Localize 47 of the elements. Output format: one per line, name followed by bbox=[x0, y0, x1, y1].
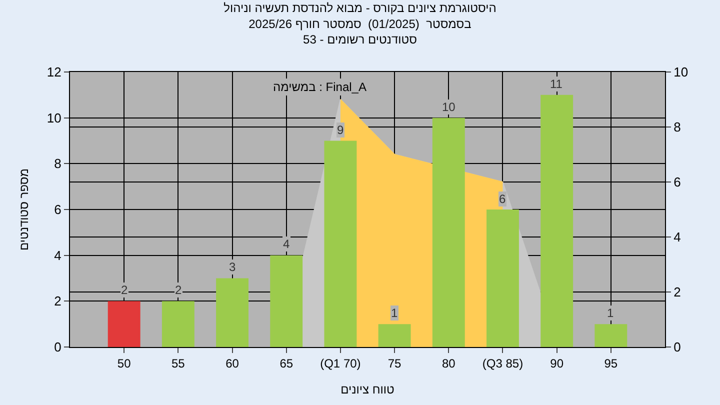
x-tick-label: 80 bbox=[442, 356, 456, 370]
data-label: 2 bbox=[175, 283, 182, 297]
data-label: 1 bbox=[391, 306, 398, 320]
bar bbox=[486, 210, 519, 347]
y-tick-label: 6 bbox=[54, 202, 62, 218]
x-tick-label: (Q3 85) bbox=[482, 356, 524, 370]
y-tick-label: 0 bbox=[54, 340, 62, 355]
data-label: 11 bbox=[550, 77, 563, 91]
x-axis-title: טווח ציונים bbox=[340, 382, 395, 396]
bar bbox=[324, 140, 357, 347]
data-label: 9 bbox=[337, 123, 344, 137]
x-tick-label: 95 bbox=[604, 356, 618, 370]
y-tick-label: 10 bbox=[46, 110, 62, 126]
bar bbox=[594, 324, 628, 347]
bar bbox=[432, 118, 465, 347]
x-tick-label: 65 bbox=[280, 356, 294, 370]
annotation: במשימה : Final_A bbox=[273, 80, 366, 94]
data-label: 2 bbox=[121, 283, 128, 297]
y2-tick-label: 2 bbox=[674, 284, 681, 300]
y2-tick-label: 4 bbox=[674, 230, 681, 245]
x-tick-label: (Q1 70) bbox=[320, 356, 361, 370]
bar bbox=[540, 94, 574, 347]
y2-tick-label: 10 bbox=[674, 64, 688, 80]
y-tick-label: 12 bbox=[46, 64, 62, 80]
x-tick-label: 75 bbox=[388, 356, 402, 370]
x-tick-label: 55 bbox=[172, 356, 186, 370]
bar bbox=[270, 255, 303, 347]
x-tick-label: 90 bbox=[550, 356, 564, 370]
y-axis-title: מספר סטודנטים bbox=[17, 168, 32, 251]
y2-tick-label: 8 bbox=[674, 120, 681, 135]
bar bbox=[108, 301, 140, 347]
y-tick-label: 4 bbox=[54, 248, 62, 263]
y2-tick-label: 0 bbox=[674, 340, 681, 355]
x-tick-label: 60 bbox=[226, 356, 240, 370]
data-label: 6 bbox=[499, 192, 506, 206]
data-label: 1 bbox=[607, 306, 614, 320]
data-label: 3 bbox=[229, 260, 236, 274]
y-tick-label: 8 bbox=[54, 156, 62, 172]
y-tick-label: 2 bbox=[54, 294, 62, 309]
bar bbox=[378, 324, 411, 347]
y2-tick-label: 6 bbox=[674, 174, 681, 190]
data-label: 4 bbox=[283, 237, 290, 251]
bar bbox=[162, 301, 194, 347]
x-tick-label: 50 bbox=[117, 356, 132, 370]
bar bbox=[216, 278, 248, 347]
chart-title: היסטוגרמת ציונים בקורס - מבוא להנדסת תעשיה וניהול בסמסטר (01/2025) סמסטר חורף 2025/26 סטודנטים רשומים - 53 bbox=[224, 1, 496, 46]
data-label: 10 bbox=[442, 100, 456, 114]
